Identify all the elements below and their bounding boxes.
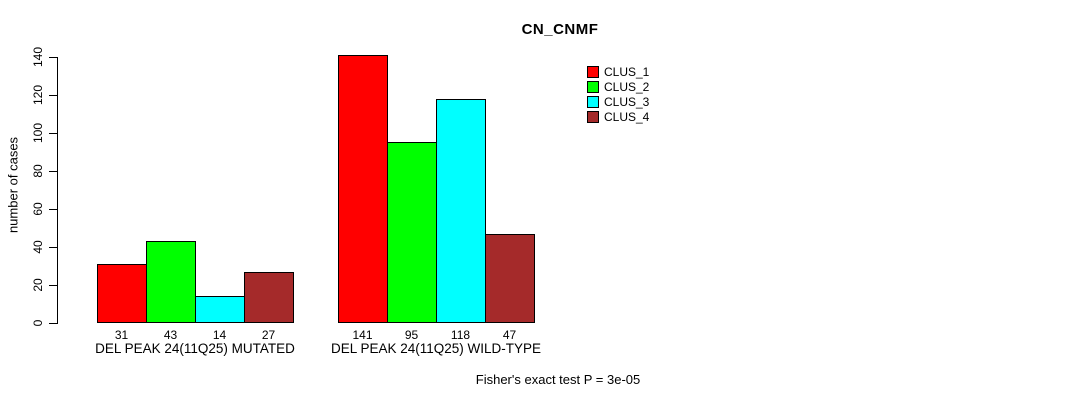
bar-clus_1-group2 [338,55,388,323]
bar-clus_3-group1 [195,296,245,323]
y-tick [49,246,57,248]
group-label: DEL PEAK 24(11Q25) MUTATED [95,341,295,356]
bar-value-label: 27 [261,328,276,342]
y-tick [49,132,57,134]
legend: CLUS_1 CLUS_2 CLUS_3 CLUS_4 [587,64,649,124]
y-tick [49,322,57,324]
legend-label: CLUS_1 [604,64,650,79]
legend-row: CLUS_1 [587,64,649,79]
y-tick-label: 40 [31,240,45,254]
legend-row: CLUS_2 [587,79,649,94]
y-tick-label: 140 [31,46,45,68]
bar-clus_4-group1 [244,272,294,323]
bar-value-label: 118 [450,328,471,342]
fisher-test-footnote: Fisher's exact test P = 3e-05 [475,372,641,387]
legend-label: CLUS_4 [604,109,650,124]
y-tick [49,208,57,210]
y-tick-label: 0 [31,319,45,327]
y-tick [49,56,57,58]
bar-value-label: 31 [114,328,129,342]
y-axis-title: number of cases [5,136,21,234]
y-tick-label: 60 [31,202,45,216]
bar-clus_4-group2 [485,234,535,323]
y-tick-label: 100 [31,122,45,144]
chart-title: CN_CNMF [521,21,599,38]
legend-swatch-icon [587,110,599,123]
bar-clus_3-group2 [436,99,486,323]
bar-value-label: 43 [163,328,178,342]
legend-swatch-icon [587,65,599,78]
y-tick-label: 120 [31,84,45,106]
y-tick [49,170,57,172]
legend-row: CLUS_3 [587,94,649,109]
bar-clus_2-group1 [146,241,196,323]
bar-value-label: 141 [352,328,373,342]
bar-clus_2-group2 [387,142,437,323]
bar-clus_1-group1 [97,264,147,323]
y-tick-label: 20 [31,278,45,292]
y-tick [49,284,57,286]
legend-swatch-icon [587,80,599,93]
group-label: DEL PEAK 24(11Q25) WILD-TYPE [330,341,542,356]
legend-label: CLUS_2 [604,79,650,94]
legend-row: CLUS_4 [587,109,649,124]
bar-value-label: 95 [404,328,419,342]
y-axis-line [57,57,58,324]
y-tick-label: 80 [31,164,45,178]
bar-value-label: 47 [502,328,517,342]
y-tick [49,94,57,96]
legend-swatch-icon [587,95,599,108]
legend-label: CLUS_3 [604,94,650,109]
bar-value-label: 14 [212,328,227,342]
